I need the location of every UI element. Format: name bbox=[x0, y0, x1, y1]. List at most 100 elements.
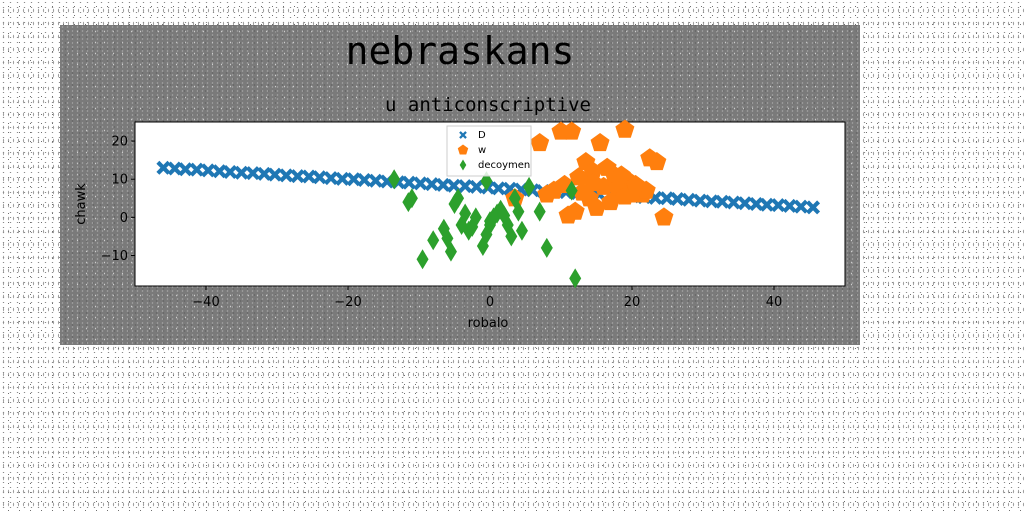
series-2-point-30 bbox=[611, 165, 631, 184]
series-1-point-27 bbox=[458, 179, 473, 194]
series-3-point-25 bbox=[523, 176, 536, 197]
series-1-point-55 bbox=[771, 198, 786, 213]
y-axis-label: chawk bbox=[74, 183, 89, 225]
series-1-point-13 bbox=[301, 169, 316, 184]
series-3-point-27 bbox=[540, 237, 553, 258]
chart-title: u anticonscriptive bbox=[385, 94, 591, 116]
series-1-point-8 bbox=[245, 166, 260, 181]
series-2-point-31 bbox=[626, 174, 646, 194]
series-1-point-17 bbox=[346, 172, 361, 187]
series-2 bbox=[505, 119, 674, 226]
series-1-point-14 bbox=[312, 170, 327, 185]
legend-label-series-3: decoymen bbox=[478, 160, 530, 171]
series-1-point-22 bbox=[402, 175, 417, 190]
series-3-point-12 bbox=[416, 249, 429, 270]
series-3-point-4 bbox=[452, 188, 465, 209]
series-1-point-16 bbox=[335, 171, 350, 186]
series-3-point-21 bbox=[505, 226, 518, 247]
series-1-point-45 bbox=[659, 191, 674, 206]
series-2-point-6 bbox=[583, 161, 603, 180]
series-1-point-52 bbox=[737, 196, 752, 211]
series-1-point-9 bbox=[257, 166, 272, 181]
series-3-point-28 bbox=[565, 180, 578, 201]
series-2-point-0 bbox=[530, 132, 550, 152]
series-1-point-1 bbox=[167, 161, 182, 176]
x-tick-label-4: 40 bbox=[766, 295, 783, 310]
legend-label-series-1: D bbox=[478, 130, 486, 141]
series-1-point-54 bbox=[759, 197, 774, 212]
series-1-point-49 bbox=[704, 194, 719, 209]
series-3-point-33 bbox=[466, 216, 479, 237]
series-3-point-0 bbox=[388, 169, 401, 190]
series-1-point-56 bbox=[782, 198, 797, 213]
series-3-point-24 bbox=[515, 220, 528, 241]
series-1-point-24 bbox=[424, 177, 439, 192]
series-2-point-25 bbox=[601, 192, 621, 211]
series-2-point-3 bbox=[590, 132, 610, 152]
series-1-point-51 bbox=[726, 195, 741, 210]
series-1-point-0 bbox=[156, 160, 171, 175]
series-2-point-4 bbox=[615, 119, 635, 138]
legend-label-series-2: w bbox=[478, 145, 486, 156]
series-3-point-11 bbox=[427, 230, 440, 251]
series-3-point-10 bbox=[437, 218, 450, 239]
legend-marker-series-3 bbox=[459, 159, 467, 171]
x-axis-ticks: −40 −20 0 20 40 bbox=[192, 286, 782, 310]
series-1-point-25 bbox=[436, 177, 451, 192]
series-2-point-14 bbox=[537, 184, 557, 203]
series-1-point-30 bbox=[491, 181, 506, 196]
series-3-point-29 bbox=[569, 268, 582, 289]
series-2-point-28 bbox=[654, 207, 674, 226]
series-1-point-2 bbox=[178, 162, 193, 177]
series-1-point-11 bbox=[279, 168, 294, 183]
x-tick-label-2: 0 bbox=[486, 295, 494, 310]
series-1-point-46 bbox=[670, 192, 685, 207]
series-1-point-3 bbox=[189, 162, 204, 177]
series-1-point-53 bbox=[749, 197, 764, 211]
legend-marker-series-2 bbox=[457, 144, 469, 155]
series-1-point-4 bbox=[201, 163, 216, 178]
series-1-point-50 bbox=[715, 194, 730, 209]
series-3-point-23 bbox=[512, 201, 525, 222]
x-tick-label-3: 20 bbox=[624, 295, 641, 310]
y-tick-label-3: 20 bbox=[111, 135, 128, 150]
series-3 bbox=[388, 169, 582, 289]
series-2-point-27 bbox=[558, 205, 578, 224]
series-1-point-23 bbox=[413, 176, 428, 191]
series-1-point-18 bbox=[357, 172, 372, 187]
series-3-point-32 bbox=[484, 214, 496, 235]
y-tick-label-1: 0 bbox=[120, 211, 128, 226]
y-axis-ticks: −10 0 10 20 bbox=[101, 135, 135, 264]
series-1-point-10 bbox=[267, 167, 282, 182]
legend-marker-series-1 bbox=[459, 131, 467, 139]
series-2-point-32 bbox=[583, 173, 603, 192]
x-axis-label: robalo bbox=[468, 316, 509, 331]
series-1-point-48 bbox=[693, 193, 708, 208]
series-2-point-2 bbox=[562, 121, 582, 140]
series-2-point-24 bbox=[586, 197, 607, 216]
series-1-point-26 bbox=[446, 178, 461, 193]
series-3-point-2 bbox=[402, 192, 415, 213]
series-2-point-11 bbox=[569, 167, 589, 186]
figure-suptitle: nebraskans bbox=[346, 29, 575, 73]
series-1-point-19 bbox=[368, 173, 383, 188]
y-tick-label-2: 10 bbox=[111, 173, 128, 188]
series-1-point-5 bbox=[212, 164, 227, 179]
series-3-point-13 bbox=[444, 241, 457, 262]
series-1-point-57 bbox=[793, 199, 808, 214]
y-tick-label-0: −10 bbox=[101, 249, 128, 264]
figure-background: nebraskans u anticonscriptive −40 −20 0 20 4… bbox=[60, 25, 860, 345]
scatter-chart: nebraskans u anticonscriptive −40 −20 0 20 4… bbox=[74, 29, 846, 331]
x-tick-label-1: −20 bbox=[334, 295, 361, 310]
series-1-point-15 bbox=[323, 171, 338, 186]
series-1-point-6 bbox=[223, 164, 238, 179]
legend: D w decoymen bbox=[446, 125, 532, 177]
series-3-point-26 bbox=[533, 201, 546, 222]
series-1-point-28 bbox=[469, 179, 484, 194]
series-1-point-58 bbox=[806, 200, 821, 215]
series-1-point-47 bbox=[681, 192, 696, 207]
series-1-point-12 bbox=[290, 169, 305, 184]
series-1-point-7 bbox=[234, 165, 249, 180]
series-layer bbox=[156, 119, 821, 289]
series-2-point-9 bbox=[647, 152, 667, 171]
